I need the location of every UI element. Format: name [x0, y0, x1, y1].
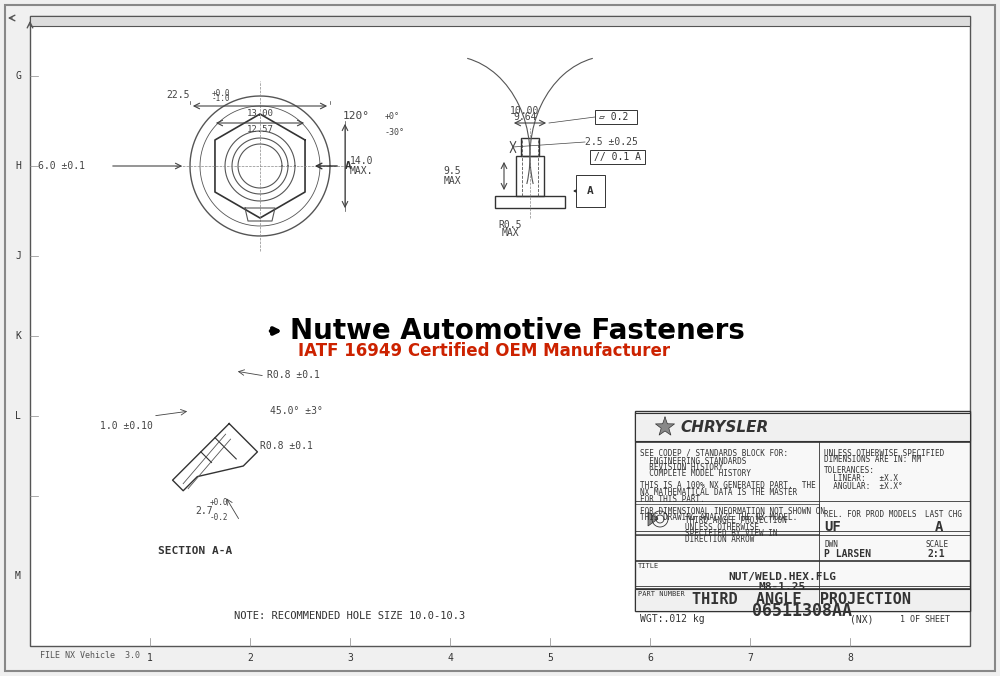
Text: COMPLETE MODEL HISTORY: COMPLETE MODEL HISTORY [640, 469, 751, 478]
Text: R0.5: R0.5 [498, 220, 522, 230]
Text: NUT/WELD.HEX.FLG: NUT/WELD.HEX.FLG [728, 572, 836, 582]
Text: MAX.: MAX. [350, 166, 374, 176]
Text: 9.5: 9.5 [443, 166, 461, 176]
Text: SEE CODEP / STANDARDS BLOCK FOR:: SEE CODEP / STANDARDS BLOCK FOR: [640, 449, 788, 458]
Text: THIRD  ANGLE  PROJECTION: THIRD ANGLE PROJECTION [692, 592, 912, 608]
Bar [495, 196, 565, 208]
Bar [635, 504, 819, 534]
Text: REVISION HISTORY: REVISION HISTORY [640, 463, 723, 472]
Text: TITLE: TITLE [638, 563, 659, 569]
Text: 6.0 ±0.1: 6.0 ±0.1 [38, 161, 85, 171]
Text: A: A [345, 161, 352, 171]
Text: CHRYSLER: CHRYSLER [680, 420, 768, 435]
Text: 2: 2 [247, 653, 253, 663]
Text: THIS DRAWING ANALYZE THE NX MODEL.: THIS DRAWING ANALYZE THE NX MODEL. [640, 513, 797, 522]
Text: 06511308AA: 06511308AA [752, 602, 852, 620]
Text: K: K [15, 331, 21, 341]
Text: FOR DIMENSIONAL INFORMATION NOT SHOWN ON: FOR DIMENSIONAL INFORMATION NOT SHOWN ON [640, 507, 825, 516]
Text: 10.00: 10.00 [510, 106, 540, 116]
Text: UF: UF [824, 520, 841, 534]
Text: 14.0: 14.0 [350, 156, 374, 166]
Text: THIRD ANGLE PROJECTION: THIRD ANGLE PROJECTION [685, 516, 787, 525]
Text: UNLESS OTHERWISE: UNLESS OTHERWISE [685, 523, 759, 532]
Polygon shape [655, 417, 675, 435]
Text: TOLERANCES:: TOLERANCES: [824, 466, 875, 475]
Text: IATF 16949 Certified OEM Manufacturer: IATF 16949 Certified OEM Manufacturer [298, 342, 670, 360]
Text: +0.0: +0.0 [210, 498, 228, 507]
Text: REL. FOR PROD MODELS: REL. FOR PROD MODELS [824, 510, 917, 519]
Text: +0°: +0° [385, 112, 400, 121]
Text: P LARSEN: P LARSEN [824, 549, 871, 559]
FancyBboxPatch shape [595, 110, 637, 124]
Text: SCALE: SCALE [925, 540, 948, 549]
Text: (NX): (NX) [850, 614, 874, 624]
Text: ENGINEERING STANDARDS: ENGINEERING STANDARDS [640, 457, 746, 466]
Text: LAST CHG: LAST CHG [925, 510, 962, 519]
Text: 12.57: 12.57 [247, 125, 273, 134]
Text: M: M [15, 571, 21, 581]
Text: ▱ 0.2: ▱ 0.2 [599, 112, 628, 122]
Text: J: J [15, 251, 21, 261]
Text: UNLESS OTHERWISE SPECIFIED: UNLESS OTHERWISE SPECIFIED [824, 449, 944, 458]
Bar [30, 16, 970, 26]
Text: DIMENSIONS ARE IN: MM: DIMENSIONS ARE IN: MM [824, 455, 921, 464]
Text: 3: 3 [347, 653, 353, 663]
Text: 5: 5 [547, 653, 553, 663]
Text: // 0.1 A: // 0.1 A [594, 152, 641, 162]
Bar [521, 138, 539, 156]
Text: 45.0° ±3°: 45.0° ±3° [270, 406, 323, 416]
Text: 2:1: 2:1 [927, 549, 945, 559]
Text: -30°: -30° [385, 128, 405, 137]
Text: A: A [587, 186, 594, 196]
Text: 2.7: 2.7 [195, 506, 213, 516]
FancyBboxPatch shape [590, 150, 645, 164]
Text: -0.2: -0.2 [210, 513, 228, 522]
Text: DWN: DWN [824, 540, 838, 549]
Text: NOTE: RECOMMENDED HOLE SIZE 10.0-10.3: NOTE: RECOMMENDED HOLE SIZE 10.0-10.3 [234, 611, 466, 621]
Text: SPECIFIED BY VIEW IN: SPECIFIED BY VIEW IN [685, 529, 778, 538]
Text: +0.0: +0.0 [212, 89, 230, 98]
Polygon shape [648, 512, 658, 526]
Bar [516, 156, 544, 196]
Text: 8: 8 [847, 653, 853, 663]
Text: FILE NX Vehicle  3.0: FILE NX Vehicle 3.0 [40, 652, 140, 660]
Text: 6: 6 [647, 653, 653, 663]
Text: LINEAR:   ±X.X: LINEAR: ±X.X [824, 474, 898, 483]
Text: FOR THIS PART.: FOR THIS PART. [640, 495, 705, 504]
Bar [635, 411, 970, 611]
Text: H: H [15, 161, 21, 171]
Text: PART NUMBER: PART NUMBER [638, 591, 685, 597]
Text: THIS IS A 100% NX GENERATED PART.  THE: THIS IS A 100% NX GENERATED PART. THE [640, 481, 816, 490]
Text: DIRECTION ARROW: DIRECTION ARROW [685, 535, 754, 544]
Text: G: G [15, 71, 21, 81]
Text: 1: 1 [147, 653, 153, 663]
Text: 13.00: 13.00 [247, 109, 273, 118]
Text: 22.5: 22.5 [166, 90, 190, 100]
Text: MAX: MAX [443, 176, 461, 186]
Bar [635, 589, 970, 611]
Text: 1.0 ±0.10: 1.0 ±0.10 [100, 421, 153, 431]
Text: SECTION A-A: SECTION A-A [158, 546, 232, 556]
Text: NX MATHEMATICAL DATA IS THE MASTER: NX MATHEMATICAL DATA IS THE MASTER [640, 488, 797, 497]
Text: -1.0: -1.0 [212, 94, 230, 103]
Text: MAX: MAX [501, 228, 519, 238]
Text: L: L [15, 411, 21, 421]
Text: WGT:.012 kg: WGT:.012 kg [640, 614, 705, 624]
Text: 9.64: 9.64 [513, 112, 537, 122]
Text: 7: 7 [747, 653, 753, 663]
Text: M8-1.25: M8-1.25 [758, 582, 806, 592]
Text: 1 OF SHEET: 1 OF SHEET [900, 614, 950, 623]
Text: 4: 4 [447, 653, 453, 663]
Text: Nutwe Automotive Fasteners: Nutwe Automotive Fasteners [290, 317, 745, 345]
Text: A: A [935, 520, 943, 534]
Text: R0.8 ±0.1: R0.8 ±0.1 [267, 370, 320, 380]
Text: R0.8 ±0.1: R0.8 ±0.1 [260, 441, 313, 451]
Bar [635, 413, 970, 441]
Text: 2.5 ±0.25: 2.5 ±0.25 [585, 137, 638, 147]
Text: 120°: 120° [343, 111, 370, 121]
Text: ANGULAR:  ±X.X°: ANGULAR: ±X.X° [824, 482, 903, 491]
